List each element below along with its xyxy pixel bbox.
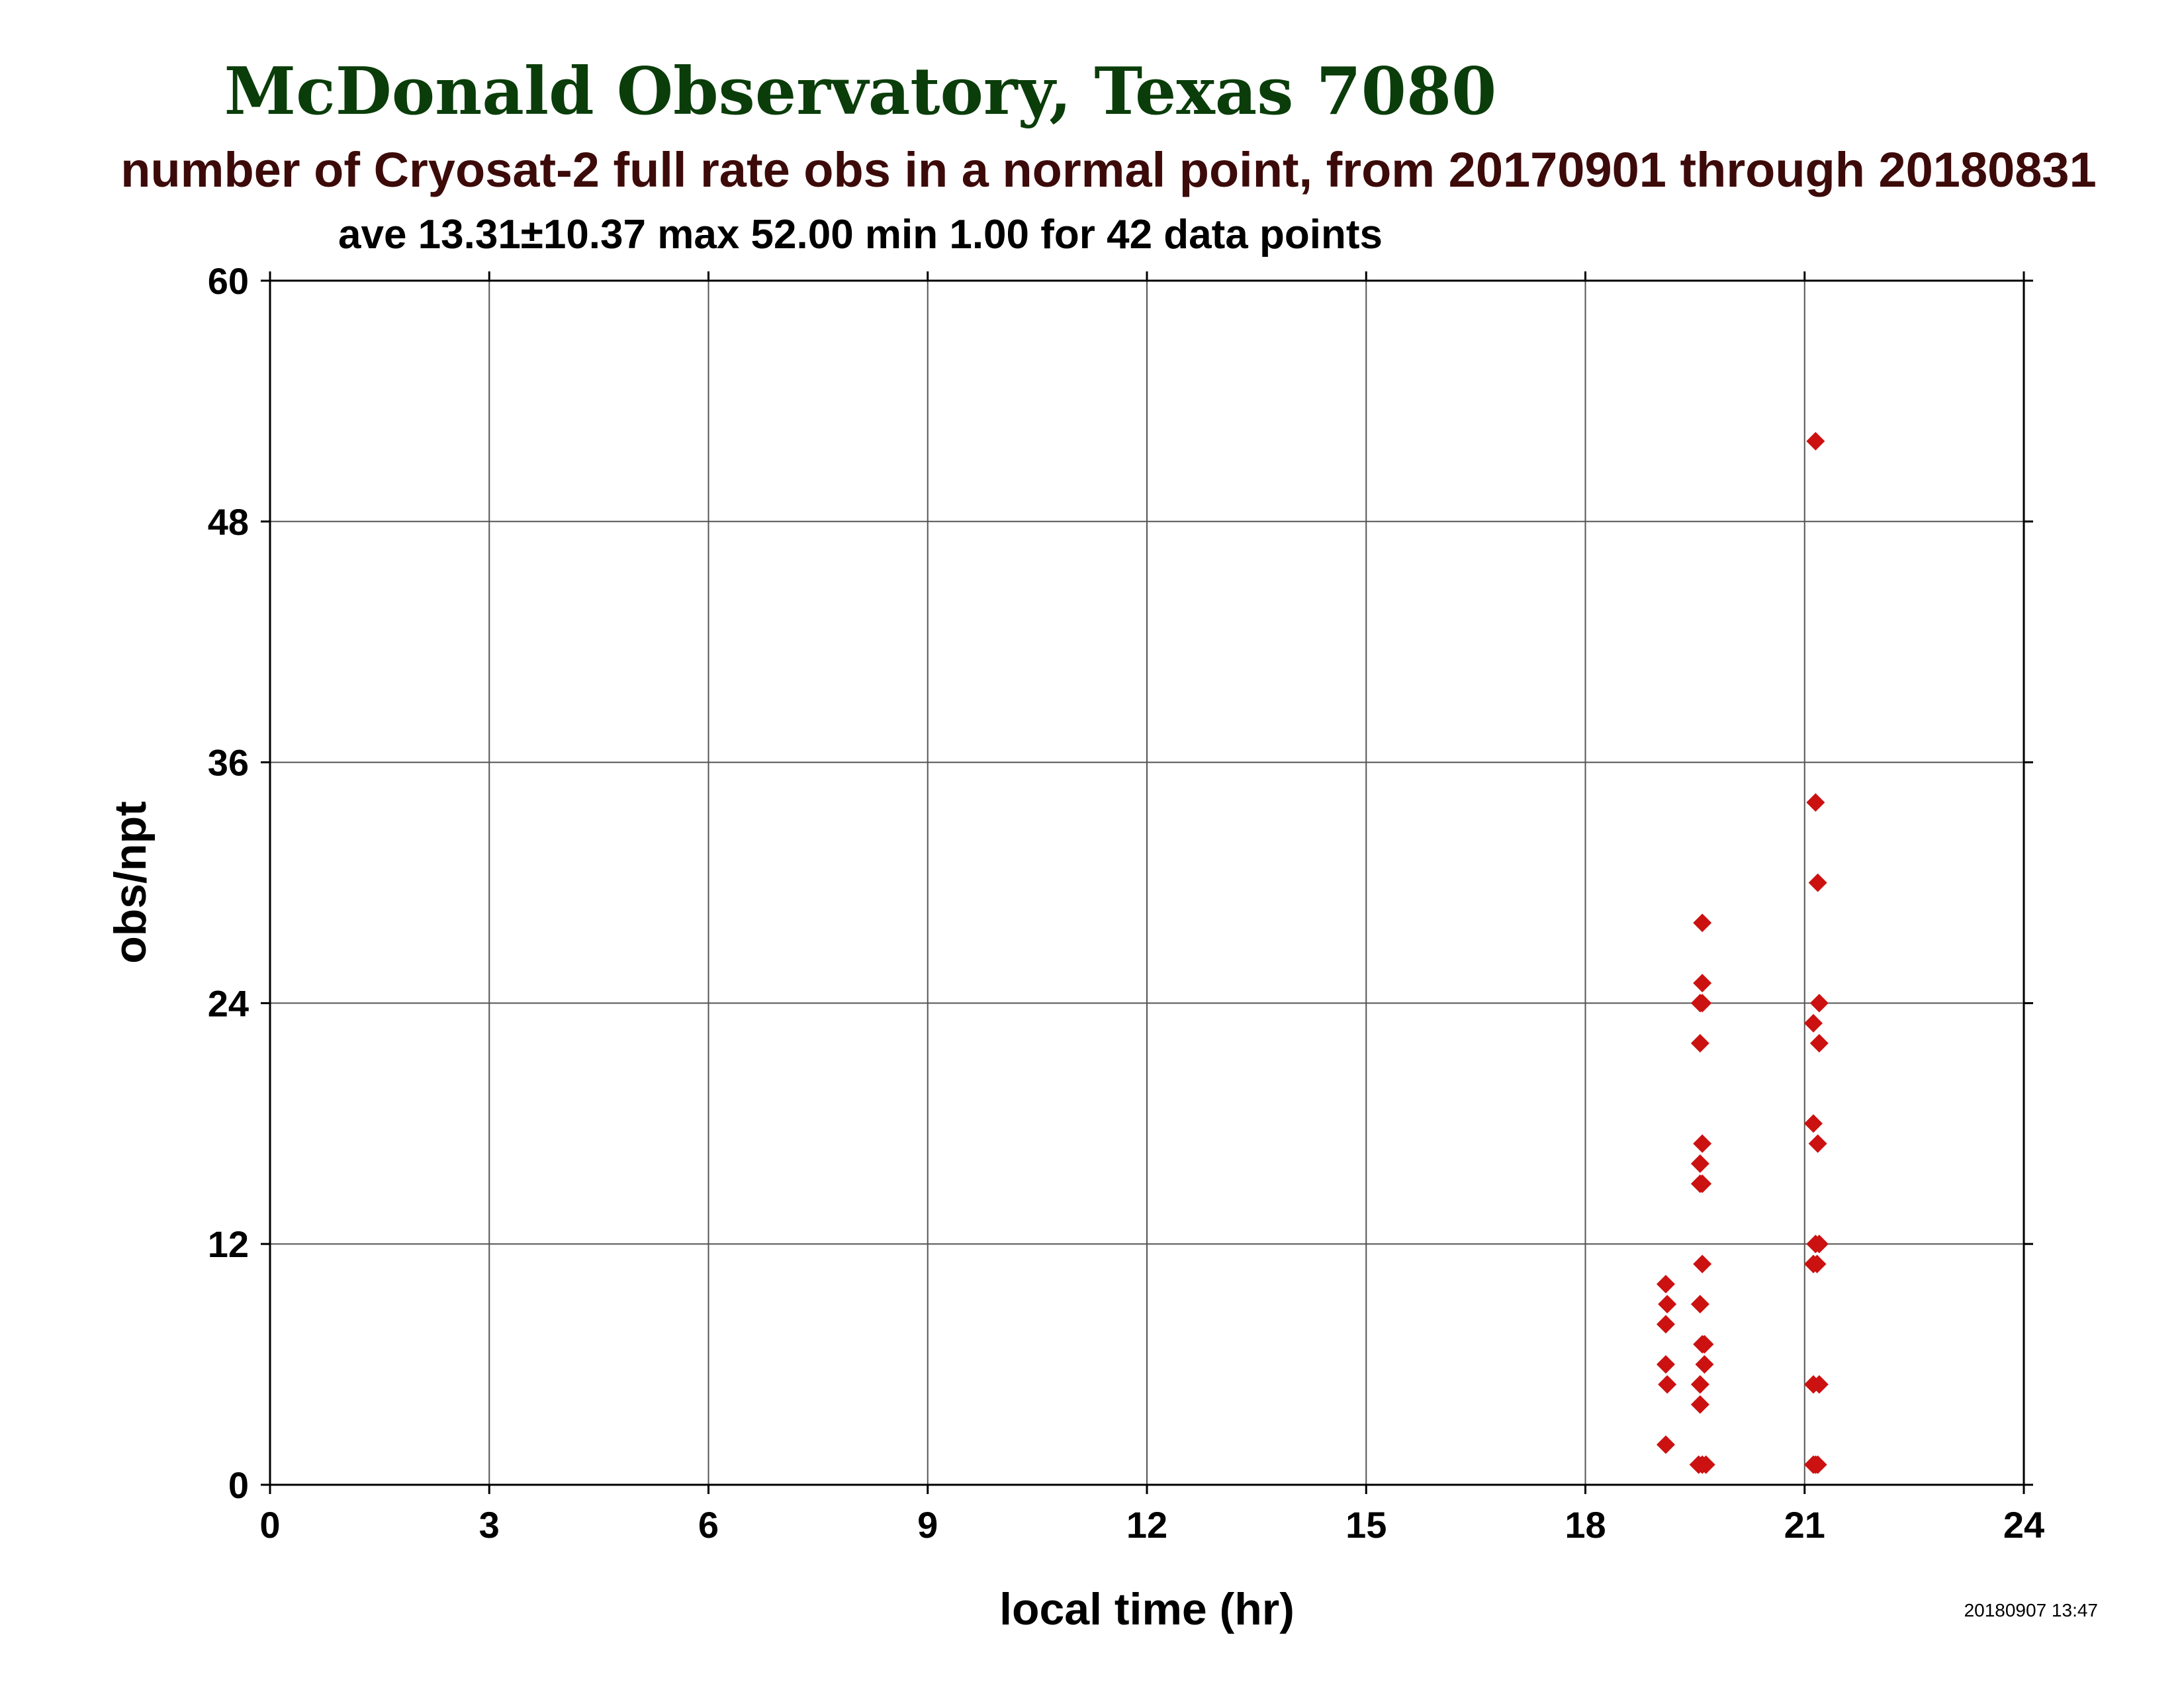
data-point-marker bbox=[1806, 793, 1825, 812]
chart-title: McDonald Observatory, Texas 7080 bbox=[224, 54, 1497, 130]
data-point-marker bbox=[1656, 1315, 1675, 1334]
y-axis-label: obs/npt bbox=[105, 801, 156, 964]
y-tick-label: 24 bbox=[208, 982, 249, 1024]
data-point-marker bbox=[1693, 914, 1712, 933]
y-tick-label: 0 bbox=[228, 1464, 249, 1506]
y-tick-labels: 0 12 24 36 48 60 bbox=[208, 260, 249, 1506]
data-point-marker bbox=[1656, 1355, 1675, 1374]
data-point-marker bbox=[1808, 1455, 1827, 1474]
x-tick-label: 18 bbox=[1565, 1504, 1606, 1546]
chart-stats-line: ave 13.31±10.37 max 52.00 min 1.00 for 4… bbox=[338, 212, 1383, 258]
x-tick-label: 6 bbox=[698, 1504, 719, 1546]
x-tick-label: 21 bbox=[1784, 1504, 1825, 1546]
data-point-marker bbox=[1693, 1174, 1712, 1194]
data-points bbox=[1656, 432, 1829, 1474]
data-point-marker bbox=[1806, 432, 1825, 451]
data-point-marker bbox=[1658, 1295, 1677, 1314]
x-tick-label: 0 bbox=[259, 1504, 280, 1546]
data-point-marker bbox=[1695, 1355, 1714, 1374]
data-point-marker bbox=[1690, 1375, 1709, 1394]
timestamp: 20180907 13:47 bbox=[1964, 1600, 2098, 1620]
y-tick-label: 60 bbox=[208, 260, 249, 302]
data-point-marker bbox=[1693, 1134, 1712, 1153]
data-point-marker bbox=[1695, 1335, 1714, 1354]
data-point-marker bbox=[1658, 1375, 1677, 1394]
y-tick-label: 12 bbox=[208, 1223, 249, 1265]
x-tick-label: 15 bbox=[1345, 1504, 1387, 1546]
x-tick-labels: 0 3 6 9 12 15 18 21 24 bbox=[259, 1504, 2044, 1546]
data-point-marker bbox=[1807, 1254, 1827, 1274]
data-point-marker bbox=[1809, 1235, 1829, 1254]
data-point-marker bbox=[1808, 1134, 1827, 1153]
data-point-marker bbox=[1809, 1375, 1829, 1394]
data-point-marker bbox=[1809, 994, 1829, 1013]
data-point-marker bbox=[1693, 994, 1712, 1013]
data-point-marker bbox=[1804, 1114, 1823, 1133]
data-point-marker bbox=[1656, 1435, 1675, 1454]
data-point-marker bbox=[1693, 974, 1712, 993]
chart-subtitle: number of Cryosat-2 full rate obs in a n… bbox=[120, 142, 2096, 197]
data-point-marker bbox=[1690, 1295, 1709, 1314]
x-tick-label: 3 bbox=[479, 1504, 500, 1546]
y-tick-label: 48 bbox=[208, 501, 249, 543]
x-tick-label: 24 bbox=[2003, 1504, 2044, 1546]
data-point-marker bbox=[1690, 1154, 1709, 1173]
data-point-marker bbox=[1696, 1455, 1715, 1474]
data-point-marker bbox=[1804, 1013, 1823, 1033]
data-point-marker bbox=[1690, 1034, 1709, 1053]
x-tick-label: 9 bbox=[917, 1504, 938, 1546]
x-axis-label: local time (hr) bbox=[999, 1584, 1295, 1634]
axis-ticks bbox=[261, 271, 2033, 1494]
x-tick-label: 12 bbox=[1126, 1504, 1167, 1546]
data-point-marker bbox=[1690, 1395, 1709, 1414]
data-point-marker bbox=[1693, 1254, 1712, 1274]
y-tick-label: 36 bbox=[208, 742, 249, 784]
data-point-marker bbox=[1809, 1034, 1829, 1053]
grid-lines bbox=[270, 281, 2024, 1485]
data-point-marker bbox=[1656, 1274, 1675, 1293]
data-point-marker bbox=[1808, 873, 1827, 892]
